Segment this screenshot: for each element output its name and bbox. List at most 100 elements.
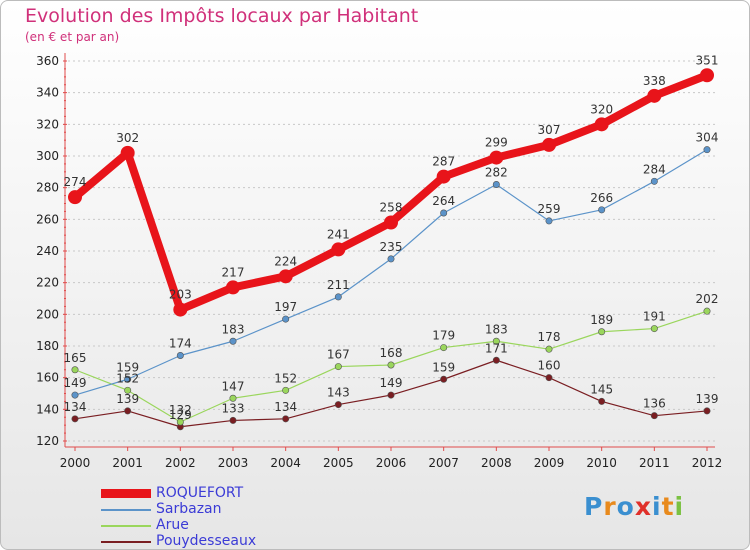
data-point: [703, 407, 711, 415]
data-point: [436, 169, 451, 184]
data-label: 266: [590, 191, 613, 205]
data-label: 191: [643, 310, 666, 324]
data-label: 307: [538, 123, 561, 137]
x-tick-label: 2003: [218, 456, 249, 470]
data-label: 183: [222, 322, 245, 336]
data-label: 167: [327, 348, 350, 362]
data-point: [282, 386, 290, 394]
data-point: [120, 145, 135, 160]
x-tick-label: 2006: [376, 456, 407, 470]
x-tick-label: 2000: [60, 456, 91, 470]
data-point: [229, 416, 237, 424]
y-tick-label: 140: [36, 402, 59, 416]
y-tick-label: 320: [36, 117, 59, 131]
data-label: 202: [696, 292, 719, 306]
x-tick-label: 2012: [692, 456, 723, 470]
legend-swatch: [101, 489, 151, 498]
data-point: [545, 345, 553, 353]
x-tick-label: 2010: [586, 456, 617, 470]
y-tick-label: 260: [36, 212, 59, 226]
data-point: [545, 217, 553, 225]
data-point: [703, 307, 711, 315]
data-point: [440, 344, 448, 352]
y-tick-label: 360: [36, 54, 59, 68]
data-label: 259: [538, 202, 561, 216]
data-point: [124, 375, 132, 383]
data-point: [387, 255, 395, 263]
data-point: [598, 397, 606, 405]
data-label: 152: [116, 371, 139, 385]
data-point: [387, 391, 395, 399]
data-point: [176, 418, 184, 426]
data-label: 284: [643, 162, 666, 176]
data-point: [71, 415, 79, 423]
data-point: [124, 386, 132, 394]
data-label: 145: [590, 382, 613, 396]
data-label: 282: [485, 166, 508, 180]
data-point: [226, 280, 240, 295]
data-label: 189: [590, 313, 613, 327]
data-label: 174: [169, 337, 192, 351]
data-point: [71, 366, 79, 374]
data-point: [492, 181, 500, 189]
data-point: [282, 315, 290, 323]
y-tick-label: 200: [36, 307, 59, 321]
data-point: [598, 206, 606, 214]
data-label: 287: [432, 155, 455, 169]
legend-swatch: [101, 509, 151, 511]
legend-swatch: [101, 525, 151, 527]
data-point: [124, 407, 132, 415]
data-point: [334, 401, 342, 409]
data-point: [492, 356, 500, 364]
x-tick-label: 2005: [323, 456, 354, 470]
data-label: 179: [432, 329, 455, 343]
data-point: [489, 150, 504, 165]
x-tick-label: 2008: [481, 456, 512, 470]
data-point: [278, 269, 293, 284]
y-tick-label: 160: [36, 371, 59, 385]
data-point: [387, 361, 395, 369]
data-point: [229, 394, 237, 402]
legend-label: ROQUEFORT: [156, 485, 244, 501]
data-label: 351: [696, 53, 719, 67]
y-tick-label: 220: [36, 276, 59, 290]
data-label: 134: [274, 400, 297, 414]
data-point: [545, 374, 553, 382]
data-point: [71, 391, 79, 399]
data-label: 320: [590, 102, 613, 116]
data-label: 264: [432, 194, 455, 208]
data-label: 274: [64, 175, 87, 189]
data-point: [68, 190, 82, 205]
chart-subtitle: (en € et par an): [25, 30, 120, 44]
chart-title: Evolution des Impôts locaux par Habitant: [25, 5, 419, 27]
data-point: [282, 415, 290, 423]
data-label: 139: [696, 392, 719, 406]
data-point: [703, 146, 711, 154]
data-label: 139: [116, 392, 139, 406]
data-point: [492, 337, 500, 345]
data-label: 203: [169, 288, 192, 302]
data-label: 197: [274, 300, 297, 314]
data-point: [229, 337, 237, 345]
data-label: 171: [485, 341, 508, 355]
data-label: 304: [696, 131, 719, 145]
data-label: 159: [116, 360, 139, 374]
data-label: 258: [380, 201, 403, 215]
legend-swatch: [101, 541, 151, 543]
data-label: 235: [380, 240, 403, 254]
data-label: 160: [538, 359, 561, 373]
data-label: 338: [643, 74, 666, 88]
data-point: [334, 293, 342, 301]
data-point: [650, 325, 658, 333]
data-point: [440, 209, 448, 217]
x-tick-label: 2004: [270, 456, 301, 470]
data-label: 211: [327, 278, 350, 292]
legend-label: Sarbazan: [156, 501, 222, 517]
x-tick-label: 2007: [428, 456, 459, 470]
y-tick-label: 280: [36, 181, 59, 195]
data-point: [176, 351, 184, 359]
data-label: 224: [274, 254, 297, 268]
data-label: 302: [116, 131, 139, 145]
